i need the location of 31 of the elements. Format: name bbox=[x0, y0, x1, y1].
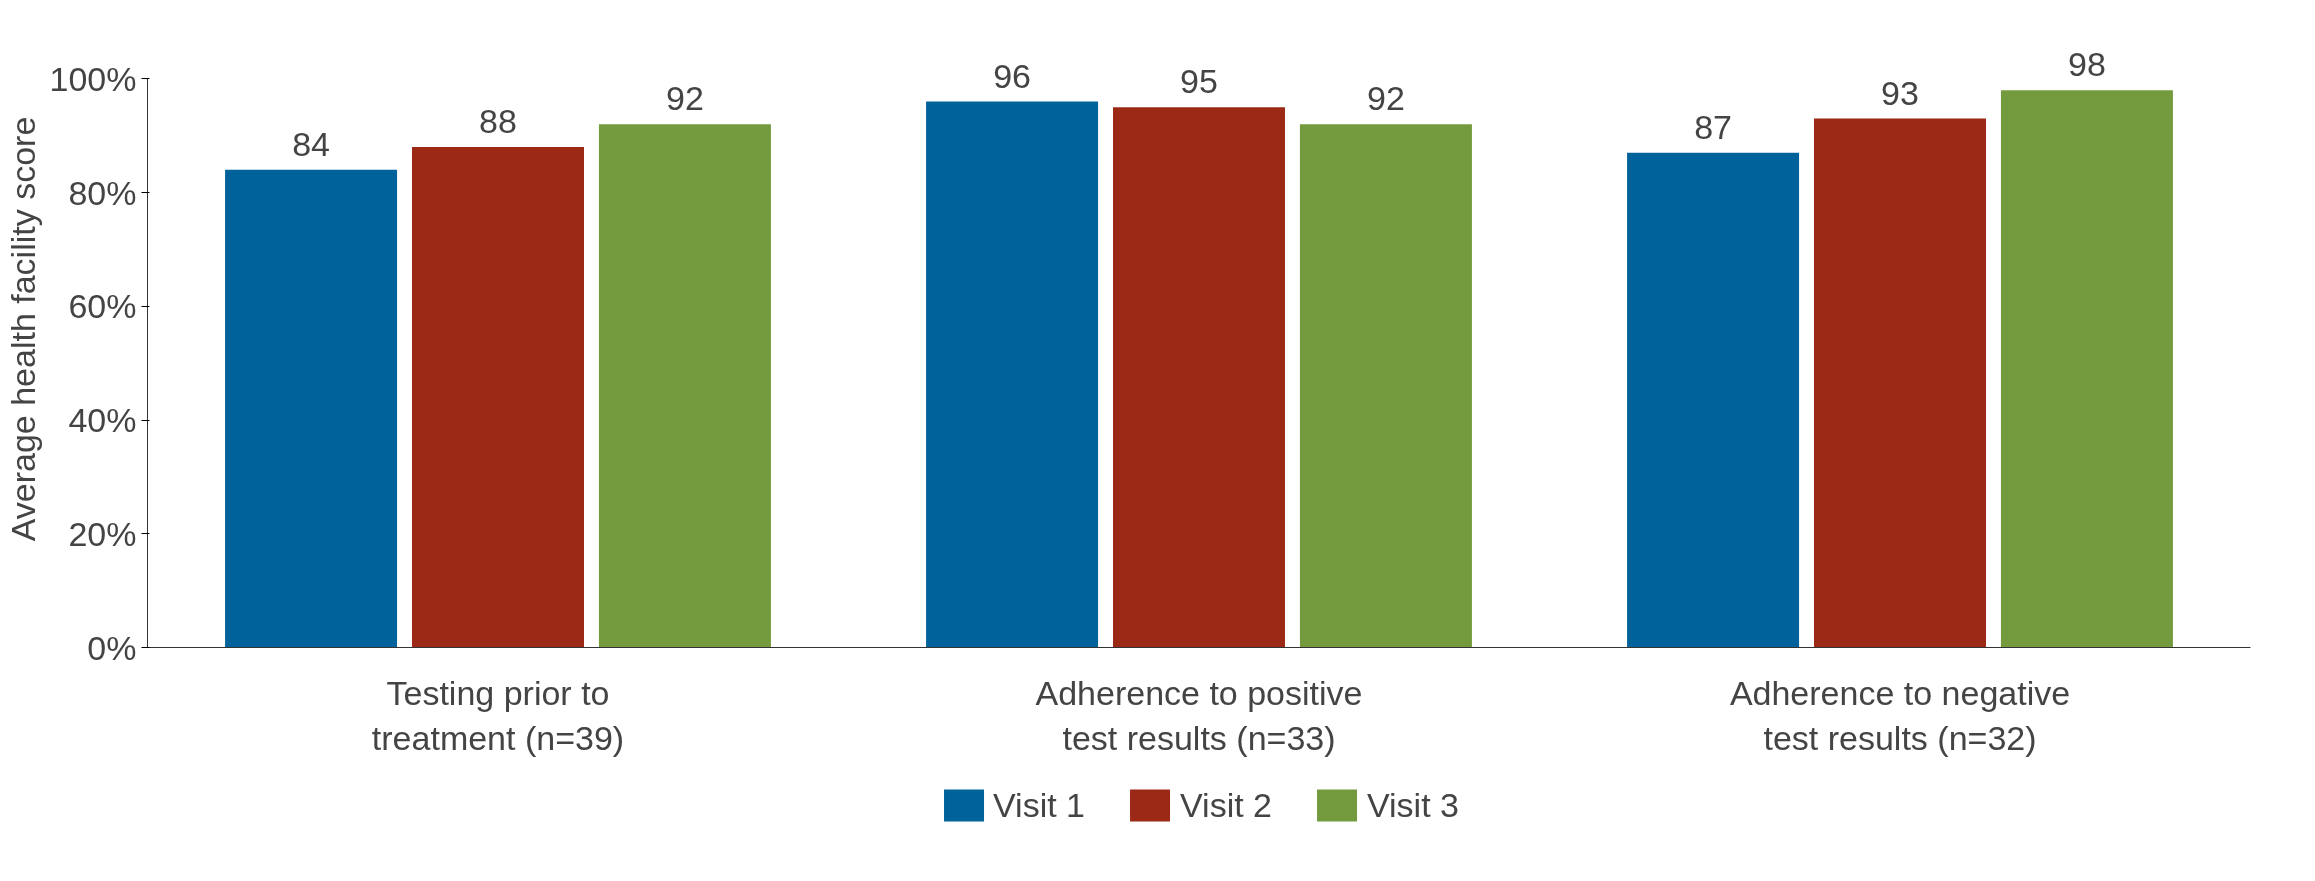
bar bbox=[1113, 107, 1285, 648]
legend-label: Visit 2 bbox=[1180, 785, 1272, 825]
data-label: 93 bbox=[1881, 73, 1919, 112]
y-tick-label: 0% bbox=[87, 628, 137, 667]
bar bbox=[412, 147, 584, 648]
data-label: 98 bbox=[2068, 45, 2106, 84]
y-tick-label: 20% bbox=[68, 514, 137, 553]
y-tick-label: 80% bbox=[68, 173, 137, 212]
x-tick-label: Adherence to negative test results (n=32) bbox=[1729, 673, 2071, 758]
bar bbox=[1299, 124, 1472, 648]
legend-label: Visit 3 bbox=[1366, 785, 1459, 825]
data-label: 88 bbox=[479, 102, 517, 140]
x-tick-label: Testing prior to treatment (n=39) bbox=[371, 673, 625, 758]
bar bbox=[1814, 118, 1986, 648]
data-label: 96 bbox=[993, 56, 1031, 95]
data-label: 92 bbox=[1367, 79, 1405, 118]
legend-label: Visit 1 bbox=[993, 785, 1086, 825]
y-tick-label: 100% bbox=[49, 59, 137, 98]
y-tick-label: 40% bbox=[68, 401, 137, 439]
data-label: 87 bbox=[1694, 107, 1732, 146]
bar bbox=[598, 124, 771, 648]
y-axis-title: Average health facility score bbox=[3, 116, 42, 542]
bar bbox=[2000, 90, 2173, 648]
data-label: 95 bbox=[1180, 62, 1218, 101]
x-tick-label: Adherence to positive test results (n=33) bbox=[1035, 673, 1363, 758]
data-label: 92 bbox=[666, 79, 704, 118]
bar bbox=[926, 101, 1099, 648]
bar bbox=[225, 169, 398, 648]
y-tick-label: 60% bbox=[68, 287, 137, 326]
data-label: 84 bbox=[292, 124, 330, 163]
bar bbox=[1627, 152, 1800, 648]
